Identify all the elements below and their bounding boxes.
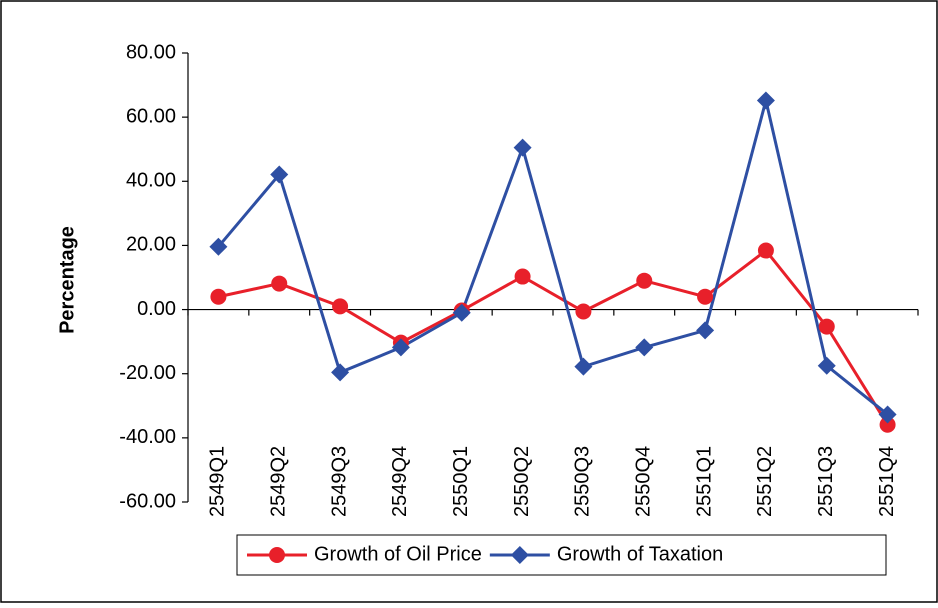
- x-tick-label: 2549Q4: [389, 446, 411, 517]
- y-tick-label: -60.00: [119, 490, 176, 512]
- x-tick-label: 2551Q1: [693, 446, 715, 517]
- y-tick-label: -40.00: [119, 426, 176, 448]
- data-point: [757, 242, 774, 259]
- data-point: [818, 318, 835, 335]
- legend-box: [236, 534, 887, 576]
- y-tick-label: -20.00: [119, 362, 176, 384]
- x-tick-label: 2551Q2: [754, 446, 776, 517]
- legend-marker: [269, 547, 285, 563]
- legend-label: Growth of Taxation: [557, 543, 723, 565]
- data-point: [756, 91, 775, 110]
- x-tick-label: 2550Q2: [511, 446, 533, 517]
- x-tick-label: 2551Q4: [876, 446, 898, 517]
- y-tick-label: 60.00: [126, 105, 176, 127]
- data-point: [452, 303, 471, 322]
- data-point: [271, 275, 288, 292]
- data-point: [514, 268, 531, 285]
- y-tick-label: 20.00: [126, 234, 176, 256]
- x-tick-label: 2549Q1: [207, 446, 229, 517]
- data-point: [817, 356, 836, 375]
- data-point: [210, 288, 227, 305]
- y-tick-label: 80.00: [126, 41, 176, 63]
- data-point: [635, 338, 654, 357]
- data-point: [575, 303, 592, 320]
- legend-label: Growth of Oil Price: [314, 543, 482, 565]
- x-tick-label: 2550Q3: [572, 446, 594, 517]
- data-point: [331, 363, 350, 382]
- data-point: [574, 357, 593, 376]
- legend-marker: [510, 546, 529, 564]
- data-point: [332, 298, 349, 315]
- data-point: [209, 237, 228, 256]
- legend: Growth of Oil Price Growth of Taxation: [236, 534, 887, 576]
- data-point: [270, 165, 289, 184]
- data-point: [696, 321, 715, 340]
- data-point: [513, 138, 532, 157]
- x-tick-label: 2550Q1: [450, 446, 472, 517]
- y-tick-label: 0.00: [137, 298, 176, 320]
- x-tick-label: 2549Q2: [268, 446, 290, 517]
- data-point: [636, 272, 653, 289]
- data-point: [879, 416, 896, 433]
- y-axis-label: Percentage: [56, 226, 78, 334]
- series-line: [218, 248, 889, 426]
- series-line: [217, 100, 889, 416]
- x-tick-label: 2551Q3: [815, 446, 837, 517]
- data-point: [878, 405, 897, 424]
- x-tick-label: 2550Q4: [633, 446, 655, 517]
- data-point: [697, 288, 714, 305]
- data-point: [391, 338, 410, 357]
- x-tick-label: 2549Q3: [328, 446, 350, 517]
- y-tick-label: 40.00: [126, 170, 176, 192]
